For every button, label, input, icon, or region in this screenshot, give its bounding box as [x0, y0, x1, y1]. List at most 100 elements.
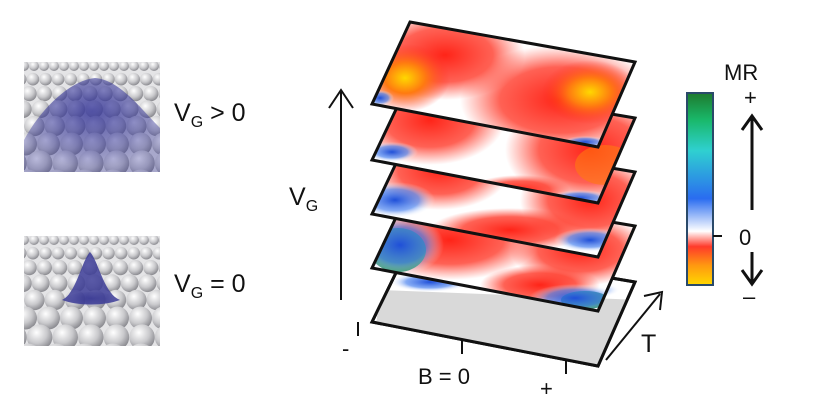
lattice-sphere — [78, 324, 104, 346]
lattice-sphere — [119, 236, 129, 245]
lattice-sphere — [69, 236, 79, 245]
lattice-sphere — [102, 246, 115, 260]
lattice-sphere — [59, 62, 69, 71]
lattice-sphere — [165, 247, 178, 260]
lattice-sphere — [39, 72, 52, 86]
lattice-sphere — [114, 246, 128, 260]
lattice-sphere — [159, 237, 160, 243]
lattice-sphere — [114, 72, 128, 86]
lattice-sphere — [24, 306, 37, 330]
lattice-sphere — [159, 63, 160, 69]
lattice-sphere — [31, 274, 50, 293]
lattice-sphere — [26, 246, 40, 260]
lattice-sphere — [152, 72, 160, 86]
lattice-sphere — [24, 74, 27, 85]
lattice-sphere — [24, 289, 45, 311]
lattice-sphere — [24, 298, 25, 302]
lattice-sphere — [104, 343, 121, 346]
lattice-sphere — [156, 276, 160, 291]
colorbar-down-arrow — [740, 252, 764, 287]
colorbar-title: MR — [724, 60, 758, 85]
lattice-sphere — [79, 236, 89, 245]
charge-cloud-spread — [24, 78, 160, 172]
lattice-sphere — [6, 86, 21, 101]
lattice-sphere — [29, 236, 39, 245]
lattice-sphere — [165, 73, 178, 86]
label-vg-zero: VG = 0 — [174, 270, 246, 302]
lattice-sphere — [152, 246, 160, 260]
colorbar-up-arrow — [740, 113, 764, 210]
surface-panel-vg-positive — [6, 61, 179, 172]
lattice-sphere — [52, 324, 78, 346]
lattice-sphere — [26, 72, 40, 86]
lattice-sphere — [26, 324, 53, 346]
lattice-sphere — [132, 343, 149, 346]
charge-cloud-peak — [62, 252, 120, 305]
lattice-sphere — [39, 62, 49, 71]
lattice-sphere — [24, 169, 37, 172]
lattice-sphere — [49, 62, 59, 71]
t-axis-arrow — [605, 290, 664, 361]
lattice-sphere — [103, 324, 130, 346]
lattice-sphere — [37, 306, 60, 330]
lattice-sphere — [149, 62, 159, 71]
lattice-sphere — [158, 88, 160, 99]
lattice-sphere — [39, 236, 49, 245]
lattice-sphere — [112, 260, 128, 276]
lattice-sphere — [109, 62, 119, 71]
lattice-sphere — [76, 169, 93, 172]
lattice-sphere — [36, 86, 53, 102]
lattice-sphere — [9, 235, 19, 245]
lattice-sphere — [24, 100, 32, 119]
lattice-sphere — [97, 260, 113, 276]
lattice-sphere — [169, 61, 179, 71]
label-vg-positive: VG > 0 — [174, 99, 246, 131]
lattice-sphere — [152, 307, 160, 329]
lattice-sphere — [24, 260, 37, 276]
lattice-sphere — [24, 343, 37, 346]
lattice-sphere — [24, 124, 25, 128]
lattice-sphere — [24, 62, 29, 71]
lattice-sphere — [89, 236, 99, 245]
lattice-sphere — [104, 169, 121, 172]
lattice-sphere — [129, 324, 155, 346]
lattice-sphere — [143, 86, 159, 102]
lattice-sphere — [132, 169, 149, 172]
lattice-sphere — [143, 260, 159, 276]
lattice-sphere — [24, 86, 37, 102]
lattice-sphere — [59, 236, 69, 245]
lattice-sphere — [140, 246, 153, 260]
lattice-sphere — [169, 235, 179, 245]
lattice-sphere — [126, 289, 147, 311]
lattice-sphere — [52, 260, 68, 276]
lattice-sphere — [127, 246, 140, 260]
lattice-sphere — [128, 86, 144, 102]
lattice-sphere — [120, 274, 139, 293]
lattice-sphere — [36, 260, 53, 276]
b-axis-plus: + — [540, 376, 553, 401]
lattice-sphere — [9, 61, 19, 71]
lattice-sphere — [24, 329, 27, 346]
lattice-sphere — [106, 306, 129, 330]
mr-panel-1 — [369, 20, 638, 149]
lattice-sphere — [99, 236, 109, 245]
lattice-sphere — [6, 260, 21, 275]
surface-panel-vg-zero — [6, 235, 179, 346]
b-axis-ticks — [357, 322, 567, 374]
colorbar-minus: – — [743, 284, 756, 309]
lattice-sphere — [60, 306, 83, 330]
lattice-sphere — [140, 72, 153, 86]
b-axis-minus: - — [342, 336, 349, 361]
vg-axis-label: VG — [289, 183, 318, 215]
colorbar-zero: 0 — [739, 225, 751, 250]
lattice-sphere — [49, 274, 68, 293]
lattice-sphere — [67, 260, 83, 276]
lattice-sphere — [29, 62, 39, 71]
lattice-sphere — [39, 246, 52, 260]
lattice-sphere — [129, 62, 139, 71]
t-axis-label: T — [641, 330, 656, 358]
lattice-sphere — [109, 236, 119, 245]
lattice-sphere — [158, 262, 160, 273]
lattice-sphere — [83, 306, 106, 330]
